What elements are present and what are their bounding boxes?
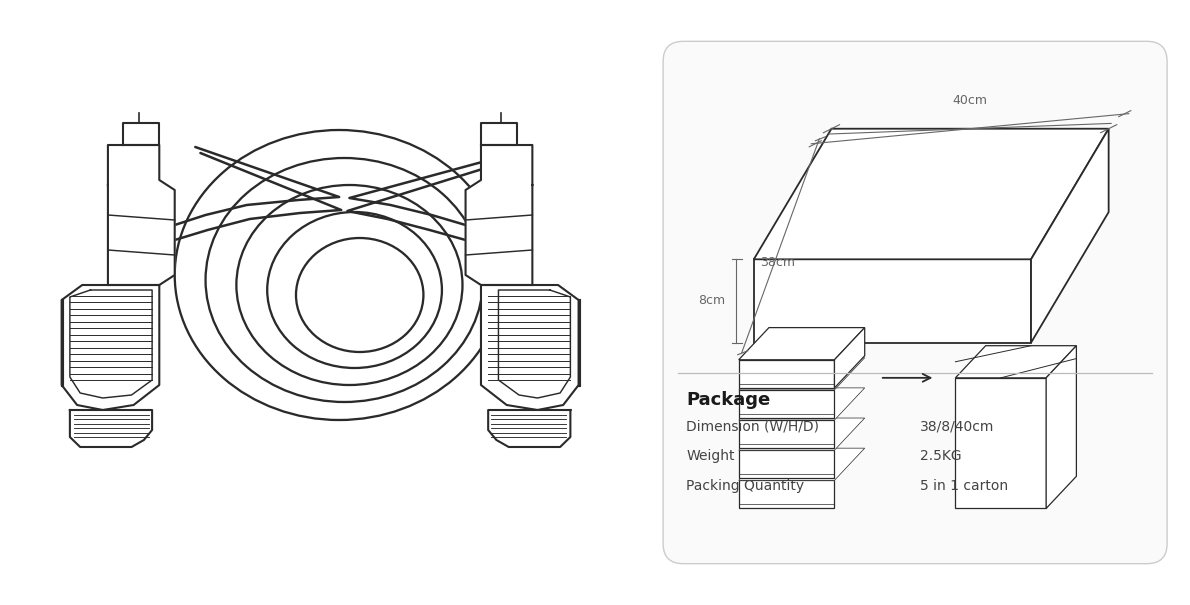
Polygon shape [753, 129, 1109, 260]
Polygon shape [739, 418, 865, 450]
Text: 2.5KG: 2.5KG [920, 449, 962, 463]
Polygon shape [739, 358, 865, 390]
Text: 38cm: 38cm [760, 256, 795, 269]
Polygon shape [1046, 345, 1077, 508]
Polygon shape [108, 145, 175, 285]
Text: Packing Quantity: Packing Quantity [687, 479, 804, 493]
Polygon shape [956, 345, 1077, 378]
Polygon shape [481, 285, 578, 410]
Polygon shape [739, 388, 865, 420]
Text: 38/8/40cm: 38/8/40cm [920, 419, 995, 433]
FancyBboxPatch shape [663, 41, 1167, 564]
Polygon shape [488, 410, 570, 447]
Text: Package: Package [687, 391, 771, 409]
Polygon shape [739, 480, 834, 508]
Polygon shape [739, 448, 865, 480]
Polygon shape [739, 360, 834, 388]
Text: Weight: Weight [687, 449, 734, 463]
Text: 5 in 1 carton: 5 in 1 carton [920, 479, 1008, 493]
Polygon shape [739, 450, 834, 479]
Text: 40cm: 40cm [952, 94, 988, 106]
Polygon shape [465, 145, 532, 285]
Polygon shape [834, 328, 865, 388]
Text: Dimension (W/H/D): Dimension (W/H/D) [687, 419, 819, 433]
Polygon shape [739, 420, 834, 448]
Polygon shape [481, 125, 516, 145]
Polygon shape [753, 260, 1031, 342]
Polygon shape [62, 285, 159, 410]
Polygon shape [70, 410, 152, 447]
Text: 8cm: 8cm [699, 295, 726, 307]
Polygon shape [1031, 129, 1109, 342]
Polygon shape [956, 378, 1046, 508]
Polygon shape [124, 125, 159, 145]
Polygon shape [739, 390, 834, 418]
Polygon shape [739, 328, 865, 360]
